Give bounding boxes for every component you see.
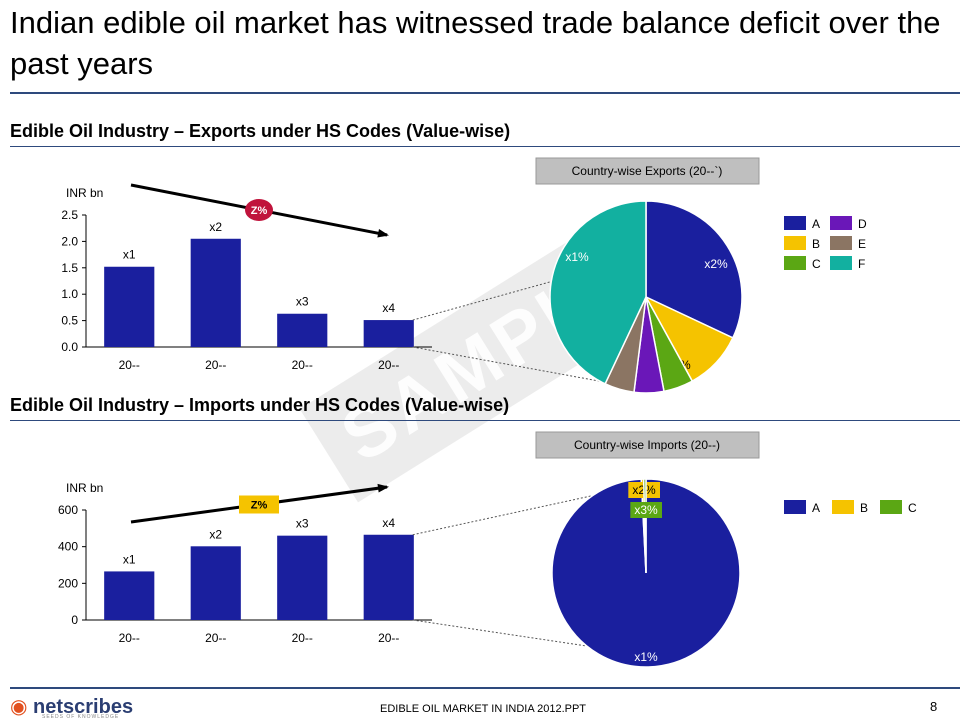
- x-tick-label: 20--: [205, 631, 226, 645]
- title-rule: [10, 92, 960, 94]
- legend-swatch: [784, 500, 806, 514]
- y-tick-label: 2.5: [61, 208, 78, 222]
- change-badge-label: Z%: [251, 500, 268, 512]
- trend-arrowhead: [377, 229, 389, 238]
- pie-slice-label: x1%: [634, 650, 658, 664]
- legend-swatch: [832, 500, 854, 514]
- x-tick-label: 20--: [119, 358, 140, 372]
- legend-swatch: [830, 216, 852, 230]
- bar: [363, 320, 414, 347]
- exports-heading: Edible Oil Industry – Exports under HS C…: [10, 121, 511, 141]
- trend-arrowhead: [377, 483, 389, 493]
- exports-pie-group: Country-wise Exports (20--`)x2%x3%x4%x5%…: [535, 157, 867, 394]
- bar: [190, 546, 241, 620]
- y-tick-label: 400: [58, 540, 78, 554]
- x-tick-label: 20--: [119, 631, 140, 645]
- bar-data-label: x3: [296, 517, 309, 531]
- bar: [190, 238, 241, 347]
- legend-label: C: [812, 257, 821, 271]
- x-tick-label: 20--: [378, 631, 399, 645]
- x-tick-label: 20--: [378, 358, 399, 372]
- imports-rule: [10, 420, 960, 421]
- legend-label: E: [858, 237, 866, 251]
- imports-heading: Edible Oil Industry – Imports under HS C…: [10, 395, 510, 415]
- bar-data-label: x4: [382, 516, 395, 530]
- footer-file-name: EDIBLE OIL MARKET IN INDIA 2012.PPT: [380, 703, 587, 715]
- bar-data-label: x2: [209, 220, 222, 234]
- x-tick-label: 20--: [205, 358, 226, 372]
- legend-swatch: [880, 500, 902, 514]
- legend-label: C: [908, 501, 917, 515]
- imports-bar-group: INR bn 0 200 400 600 x1 20-- x2 20-- x3 20-- x4 20--…: [58, 481, 432, 645]
- legend-label: A: [812, 501, 820, 515]
- netscribes-logo: ◉ netscribes: [10, 696, 134, 718]
- footer-rule: [10, 687, 960, 689]
- bar-data-label: x4: [382, 301, 395, 315]
- change-badge: [239, 495, 279, 514]
- legend-swatch: [784, 256, 806, 270]
- legend-swatch: [830, 256, 852, 270]
- pie-title-box: [535, 431, 760, 459]
- legend-label: B: [860, 501, 868, 515]
- exports-bar-group: INR bn 0.0 0.5 1.0 1.5 2.0 2.5 x1 20-- x2 20-- x3 20…: [61, 183, 432, 372]
- change-badge: [245, 199, 273, 221]
- legend-label: B: [812, 237, 820, 251]
- page-number: 8: [930, 699, 938, 714]
- bar: [277, 313, 328, 347]
- legend-swatch: [784, 236, 806, 250]
- pie-slice: [549, 200, 647, 385]
- legend-swatch: [784, 216, 806, 230]
- slide-title: Indian edible oil market has witnessed t…: [10, 5, 941, 81]
- bar: [104, 571, 155, 620]
- bar-data-label: x1: [123, 248, 136, 262]
- change-badge-label: Z%: [251, 205, 268, 217]
- legend-label: D: [858, 217, 867, 231]
- bar-data-label: x1: [123, 552, 136, 566]
- bar-data-label: x2: [209, 527, 222, 541]
- y-tick-label: 1.5: [61, 261, 78, 275]
- legend-swatch: [830, 236, 852, 250]
- pie-title: Country-wise Imports (20--): [574, 438, 720, 452]
- pie-title: Country-wise Exports (20--`): [572, 164, 723, 178]
- bar-data-label: x3: [296, 295, 309, 309]
- y-tick-label: 600: [58, 503, 78, 517]
- y-tick-label: 0: [71, 613, 78, 627]
- pie-slice: [645, 200, 743, 339]
- pie-title-box: [535, 157, 760, 185]
- bar: [277, 535, 328, 620]
- y-axis-label: INR bn: [66, 186, 103, 200]
- bar: [104, 266, 155, 347]
- callout-line: [412, 619, 601, 649]
- y-tick-label: 1.0: [61, 287, 78, 301]
- imports-chart-panel: INR bn 0 200 400 600 x1 20-- x2 20-- x3 20-- x4 20--…: [58, 431, 917, 668]
- bar: [363, 534, 414, 620]
- pie-slice-label: x3%: [634, 503, 658, 517]
- exports-chart-panel: INR bn 0.0 0.5 1.0 1.5 2.0 2.5 x1 20-- x2 20-- x3 20…: [61, 157, 867, 394]
- imports-pie-group: Country-wise Imports (20--)x1%x2%x3%ABC: [535, 431, 917, 668]
- pie-slice-label: x2%: [704, 257, 728, 271]
- y-tick-label: 2.0: [61, 234, 78, 248]
- x-tick-label: 20--: [292, 631, 313, 645]
- pie-slice-label: x1%: [565, 250, 589, 264]
- y-tick-label: 0.0: [61, 340, 78, 354]
- y-tick-label: 0.5: [61, 314, 78, 328]
- y-axis-label: INR bn: [66, 481, 103, 495]
- legend-label: A: [812, 217, 820, 231]
- pie-label-highlight: [630, 502, 663, 518]
- x-tick-label: 20--: [292, 358, 313, 372]
- exports-rule: [10, 146, 960, 147]
- legend-label: F: [858, 257, 865, 271]
- y-tick-label: 200: [58, 576, 78, 590]
- logo-tagline: SEEDS OF KNOWLEDGE: [42, 714, 120, 720]
